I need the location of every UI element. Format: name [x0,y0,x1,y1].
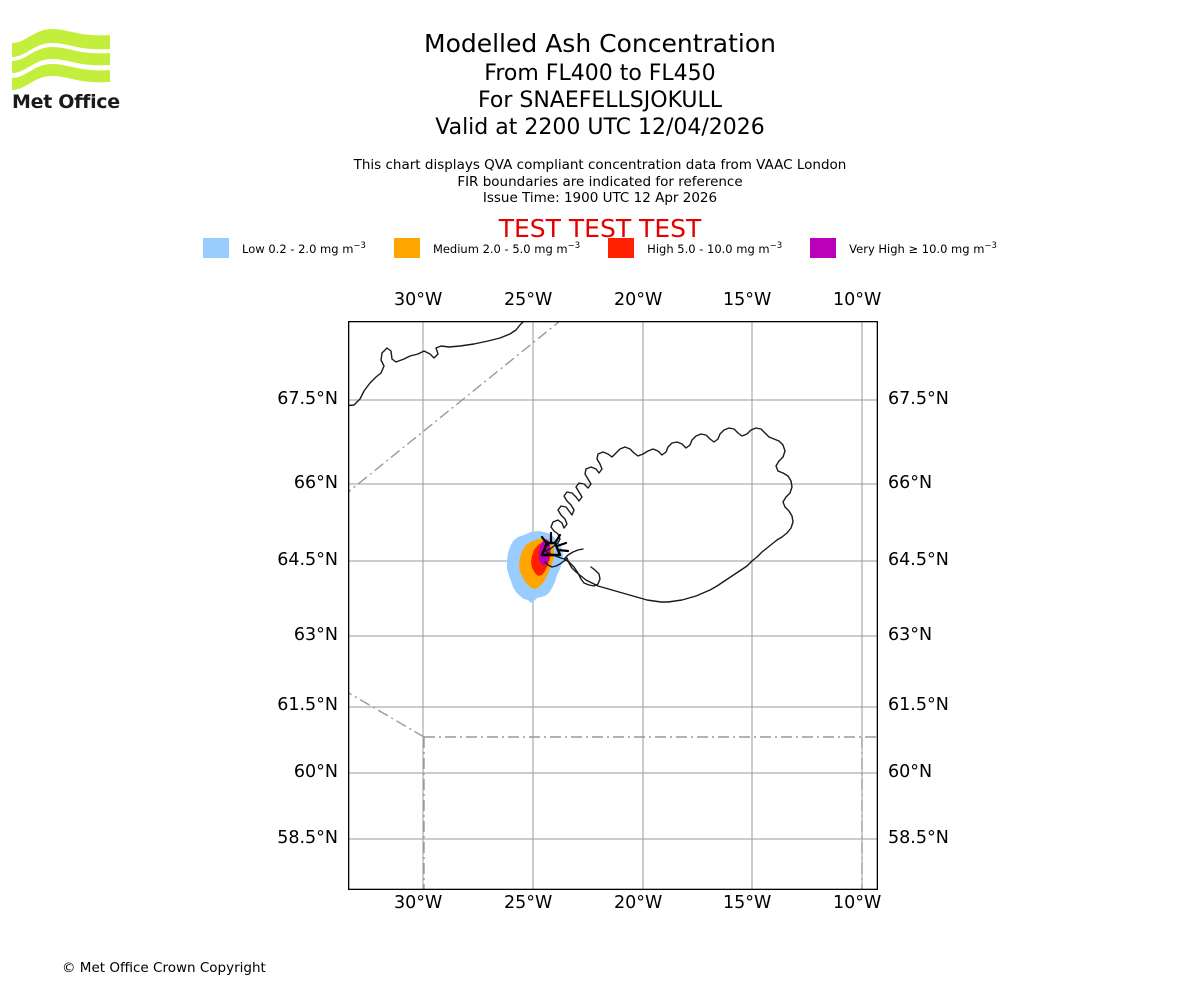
page-title: Modelled Ash Concentration From FL400 to… [0,28,1200,141]
legend-swatch-high [608,238,635,258]
axis-right-label-6: 58.5°N [888,828,949,848]
legend-label-medium: Medium 2.0 - 5.0 mg m−3 [432,240,581,256]
axis-left-label-1: 66°N [293,473,338,493]
volcano-cone-icon [540,541,562,557]
axis-right-label-4: 61.5°N [888,695,949,715]
axis-top-label-1: 25°W [504,290,553,310]
concentration-legend: Low 0.2 - 2.0 mg m−3 Medium 2.0 - 5.0 mg… [0,238,1200,258]
axis-bottom-label-2: 20°W [614,893,663,913]
axis-right-label-1: 66°N [888,473,933,493]
axis-bottom-label-1: 25°W [504,893,553,913]
legend-entry-very-high: Very High ≥ 10.0 mg m−3 [810,238,997,258]
axis-left-label-3: 63°N [293,625,338,645]
fir-boundary [348,321,878,890]
title-line-3: For SNAEFELLSJOKULL [477,88,723,113]
map-frame [348,321,878,890]
title-line-4: Valid at 2200 UTC 12/04/2026 [435,115,765,140]
note-line-2: FIR boundaries are indicated for referen… [457,173,743,190]
note-line-1: This chart displays QVA compliant concen… [353,157,847,173]
axis-bottom-label-0: 30°W [394,893,443,913]
axis-left-label-0: 67.5°N [277,389,338,409]
legend-label-high: High 5.0 - 10.0 mg m−3 [647,240,783,256]
title-line-1: Modelled Ash Concentration [424,29,776,58]
axis-bottom-label-3: 15°W [723,893,772,913]
met-office-logo: Met Office [12,28,132,118]
ash-concentration-map[interactable] [348,321,878,890]
axis-right-label-0: 67.5°N [888,389,949,409]
legend-swatch-very-high [810,238,837,258]
axis-top-label-2: 20°W [614,290,663,310]
axis-bottom-label-4: 10°W [833,893,882,913]
met-office-logo-text: Met Office [12,91,120,113]
axis-right-label-2: 64.5°N [888,550,949,570]
legend-entry-medium: Medium 2.0 - 5.0 mg m−3 [393,238,581,258]
axis-left-label-4: 61.5°N [277,695,338,715]
axis-left-label-5: 60°N [293,762,338,782]
map-gridlines [348,321,878,890]
axis-right-label-5: 60°N [888,762,933,782]
iceland-coastline [544,427,794,603]
legend-label-low: Low 0.2 - 2.0 mg m−3 [242,240,366,256]
axis-right-label-3: 63°N [888,625,933,645]
axis-top-label-4: 10°W [833,290,882,310]
axis-top-label-0: 30°W [394,290,443,310]
greenland-coastline [348,321,525,407]
copyright-text: © Met Office Crown Copyright [62,960,266,976]
axis-left-label-2: 64.5°N [277,550,338,570]
axis-top-label-3: 15°W [723,290,772,310]
map-background [348,321,878,890]
axis-left-label-6: 58.5°N [277,828,338,848]
volcano-eruption-plume-icon [540,531,570,553]
title-line-2: From FL400 to FL450 [484,61,716,86]
legend-entry-high: High 5.0 - 10.0 mg m−3 [608,238,782,258]
legend-swatch-medium [393,238,420,258]
iceland-snaefellsnes-detail [544,548,601,587]
chart-notes: This chart displays QVA compliant concen… [0,157,1200,207]
met-office-wave-mark [12,29,110,90]
legend-label-very-high: Very High ≥ 10.0 mg m−3 [849,240,997,256]
note-line-3: Issue Time: 1900 UTC 12 Apr 2026 [482,190,718,206]
volcano-marker[interactable] [540,531,570,557]
legend-entry-low: Low 0.2 - 2.0 mg m−3 [203,238,366,258]
legend-swatch-low [203,238,230,258]
